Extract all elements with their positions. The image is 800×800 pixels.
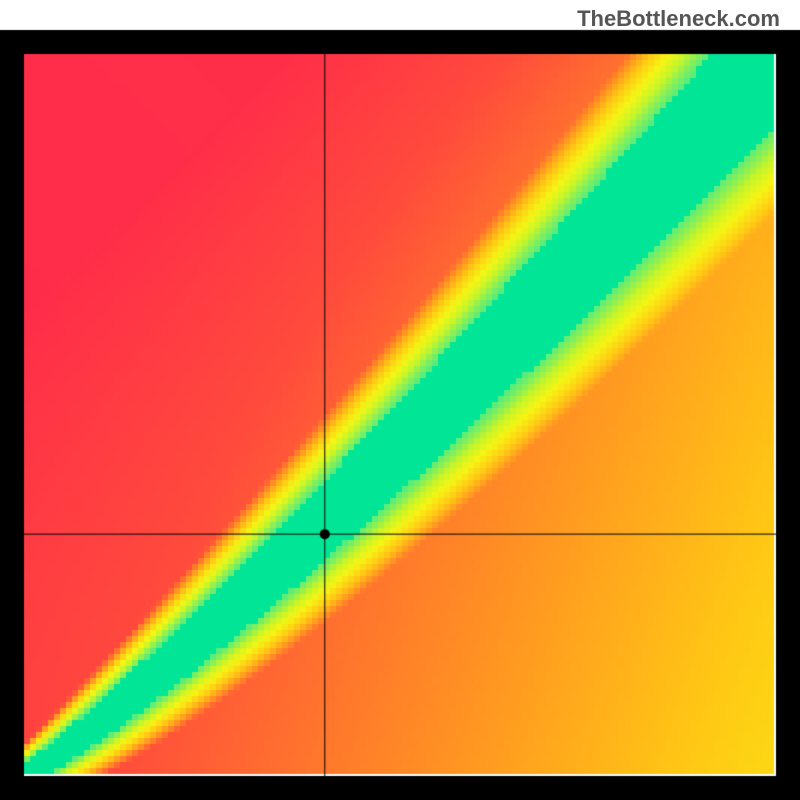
- chart-container: TheBottleneck.com: [0, 0, 800, 800]
- bottleneck-heatmap: [0, 0, 800, 800]
- watermark-label: TheBottleneck.com: [577, 6, 780, 32]
